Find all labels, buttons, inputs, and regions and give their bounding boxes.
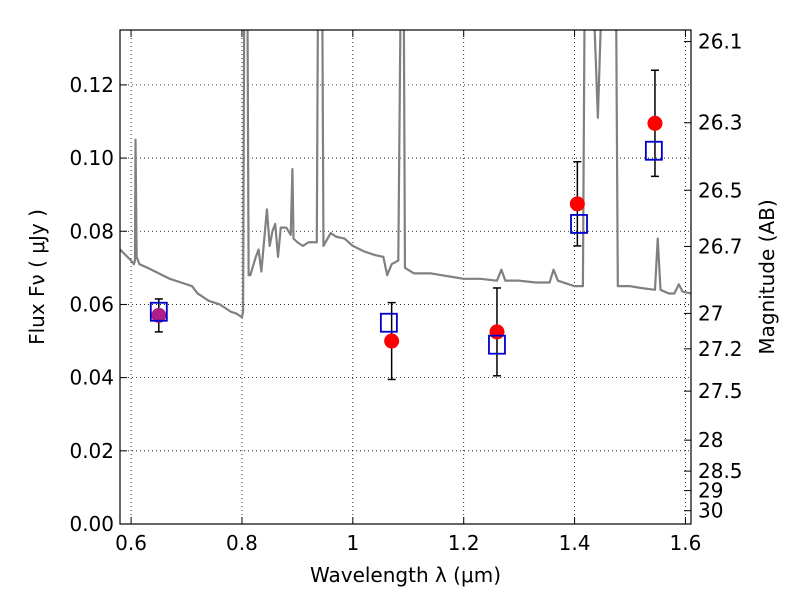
x-tick-label: 0.8 [226, 531, 258, 555]
model-square-marker [379, 312, 398, 333]
observed-point [647, 115, 663, 131]
observed-point [151, 307, 167, 323]
y-tick-label: 0.10 [69, 146, 114, 170]
observed-point [569, 196, 585, 212]
mag-tick-label: 28 [698, 428, 723, 452]
model-square-marker [488, 334, 506, 355]
mag-tick-label: 26.1 [698, 30, 743, 54]
observed-point [384, 333, 400, 349]
observed-layer [151, 115, 663, 349]
mag-tick-label: 30 [698, 499, 723, 523]
y-tick-label: 0.06 [69, 292, 114, 316]
mag-tick-label: 26.5 [698, 178, 743, 202]
spectrum-line [120, 30, 691, 319]
y-axis-label: Flux Fν ( μJy ) [25, 209, 49, 345]
spectrum-layer [120, 30, 691, 319]
right-axis-label: Magnitude (AB) [755, 199, 779, 354]
model-square-marker [570, 214, 588, 234]
x-tick-label: 0.6 [115, 531, 147, 555]
mag-tick-label: 27.2 [698, 337, 743, 361]
x-axis-label: Wavelength λ (μm) [310, 563, 501, 587]
plot-background [120, 30, 691, 524]
model-square-marker [644, 140, 663, 161]
y-tick-label: 0.02 [69, 439, 114, 463]
model-square-marker [149, 301, 168, 322]
x-tick-label: 1 [346, 531, 359, 555]
mag-tick-label: 26.3 [698, 111, 743, 135]
y-tick-label: 0.04 [69, 366, 114, 390]
ticks: 0.6 0.8 1 1.2 1.4 1.6 0.00 0.02 0.04 0.06 0.08 0.10… [69, 30, 742, 555]
mag-tick-label: 28.5 [698, 459, 743, 483]
x-tick-label: 1.4 [559, 531, 591, 555]
plot-frame [119, 29, 692, 525]
observed-point [489, 324, 505, 340]
y-tick-label: 0.12 [69, 73, 114, 97]
model-layer [149, 140, 663, 355]
x-tick-label: 1.2 [448, 531, 480, 555]
x-tick-label: 1.6 [670, 531, 702, 555]
mag-tick-label: 27 [698, 301, 723, 325]
mag-tick-label: 26.7 [698, 234, 743, 258]
y-tick-label: 0.00 [69, 512, 114, 536]
mag-tick-label: 29 [698, 479, 723, 503]
y-tick-label: 0.08 [69, 219, 114, 243]
mag-tick-label: 27.5 [698, 379, 743, 403]
